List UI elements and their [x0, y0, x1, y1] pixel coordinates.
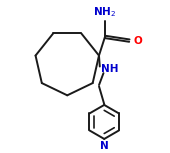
Text: O: O [133, 36, 142, 46]
Text: NH$_2$: NH$_2$ [94, 5, 116, 19]
Text: NH: NH [100, 64, 118, 75]
Text: N: N [100, 141, 109, 151]
